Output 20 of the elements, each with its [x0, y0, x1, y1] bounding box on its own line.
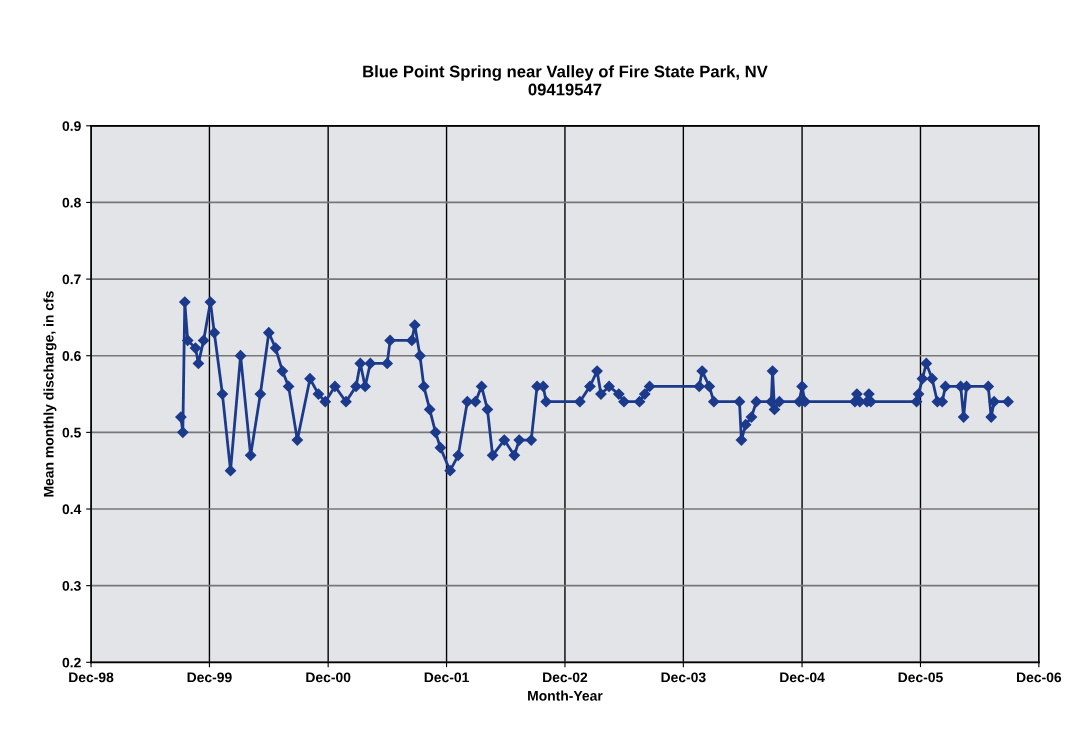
- y-tick-label: 0.5: [62, 427, 81, 438]
- x-tick-label: Dec-03: [661, 672, 706, 683]
- y-tick-label: 0.9: [62, 121, 81, 131]
- x-tick-label: Dec-00: [306, 672, 351, 683]
- x-tick-label: Dec-05: [898, 672, 943, 683]
- x-tick-label: Dec-02: [543, 672, 588, 683]
- chart-title: Blue Point Spring near Valley of Fire State Park, NV 09419547: [363, 65, 768, 96]
- x-tick-label: Dec-04: [780, 672, 825, 683]
- y-tick-label: 0.4: [62, 504, 82, 515]
- y-tick-label: 0.2: [62, 657, 81, 668]
- y-tick-label: 0.7: [62, 274, 81, 285]
- y-tick-label: 0.6: [62, 351, 81, 361]
- y-axis-title: Mean monthly discharge, in cfs: [43, 291, 57, 497]
- x-tick-label: Dec-98: [69, 672, 114, 683]
- x-tick-label: Dec-06: [1017, 672, 1062, 683]
- x-tick-label: Dec-01: [424, 672, 469, 683]
- y-tick-label: 0.8: [62, 197, 81, 208]
- x-tick-label: Dec-99: [187, 672, 232, 683]
- x-axis-title: Month-Year: [528, 690, 603, 701]
- y-tick-label: 0.3: [62, 580, 81, 591]
